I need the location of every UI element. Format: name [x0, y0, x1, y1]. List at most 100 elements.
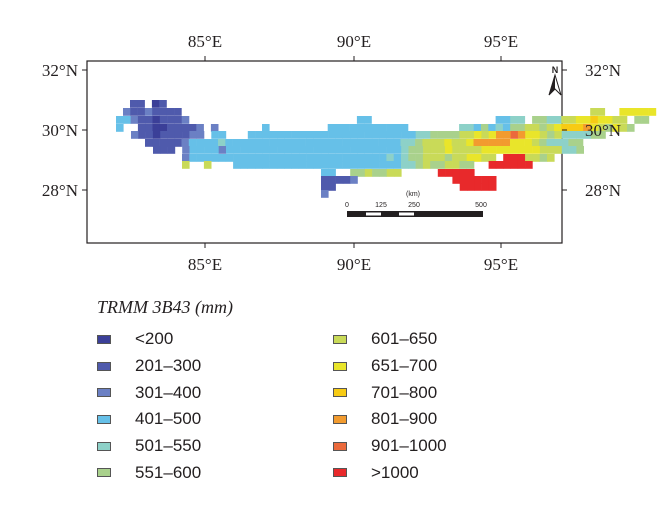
grid-cell	[408, 131, 416, 139]
grid-cell	[364, 154, 373, 162]
grid-cell	[554, 146, 563, 154]
grid-cell	[327, 124, 336, 132]
grid-cell	[327, 139, 336, 147]
legend-swatch	[333, 414, 347, 424]
grid-cell	[372, 169, 380, 177]
grid-cell	[423, 146, 431, 154]
grid-cell	[394, 169, 402, 177]
map-figure: 85°E 90°E 95°E 85°E 90°E 95°E 32°N 30°N …	[42, 32, 657, 274]
grid-cell	[160, 131, 168, 139]
grid-cell	[407, 139, 416, 147]
grid-cell	[583, 131, 592, 139]
grid-cell	[232, 139, 241, 147]
grid-cell	[634, 116, 642, 124]
grid-cell	[590, 131, 599, 139]
grid-cell	[510, 116, 518, 124]
grid-cell	[495, 116, 504, 124]
grid-cell	[335, 131, 343, 139]
grid-cell	[174, 108, 182, 116]
grid-cell	[546, 139, 555, 147]
grid-cell	[152, 108, 160, 116]
grid-cell	[561, 146, 570, 154]
grid-cell	[159, 139, 168, 147]
legend-item: 551–600	[97, 459, 201, 486]
legend-swatch	[97, 441, 111, 451]
grid-cell	[313, 146, 322, 154]
grid-cell	[364, 169, 373, 177]
grid-cell	[349, 124, 358, 132]
grid-cell	[342, 146, 351, 154]
lon-label-top-90: 90°E	[337, 32, 371, 51]
grid-cell	[597, 116, 606, 124]
legend-label: 201–300	[135, 356, 202, 376]
grid-cell	[306, 154, 314, 162]
grid-cell	[401, 161, 409, 169]
grid-cell	[546, 116, 555, 124]
grid-cell	[576, 146, 584, 154]
grid-cell	[459, 146, 468, 154]
grid-cell	[561, 124, 569, 132]
grid-cell	[364, 116, 372, 124]
grid-cell	[488, 131, 497, 139]
grid-cell	[298, 139, 306, 147]
grid-cell	[342, 131, 351, 139]
grid-cell	[626, 108, 635, 116]
grid-cell	[452, 161, 460, 169]
grid-cell	[334, 139, 343, 147]
grid-cell	[502, 124, 511, 132]
grid-cell	[181, 116, 190, 124]
grid-cell	[298, 154, 307, 162]
legend-label: 651–700	[371, 356, 438, 376]
grid-cell	[203, 139, 211, 147]
grid-cell	[379, 154, 387, 162]
grid-cell	[225, 139, 233, 147]
grid-cell	[467, 176, 475, 184]
lon-label-top-95: 95°E	[484, 32, 518, 51]
grid-cell	[510, 154, 519, 162]
legend-column-right: 601–650 651–700 701–800 801–900 901–1000…	[333, 326, 447, 486]
legend-swatch	[97, 361, 111, 371]
grid-cell	[335, 154, 343, 162]
grid-cell	[459, 176, 468, 184]
legend-item: 901–1000	[333, 433, 447, 460]
grid-cell	[503, 146, 511, 154]
grid-cell	[619, 108, 627, 116]
grid-cell	[495, 161, 504, 169]
grid-cell	[313, 154, 321, 162]
legend-swatch	[97, 468, 111, 478]
grid-cell	[525, 154, 533, 162]
grid-cell	[174, 139, 182, 147]
grid-cell	[342, 139, 350, 147]
grid-cell	[467, 169, 475, 177]
grid-cell	[437, 161, 446, 169]
grid-cell	[532, 146, 541, 154]
grid-cell	[247, 146, 256, 154]
legend-item: <200	[97, 326, 201, 353]
lat-label-left-28: 28°N	[42, 181, 78, 200]
grid-cell	[371, 131, 380, 139]
grid-cell	[481, 146, 490, 154]
grid-cell	[488, 139, 496, 147]
grid-cell	[459, 154, 467, 162]
grid-cell	[167, 116, 175, 124]
grid-cell	[495, 139, 503, 147]
grid-cell	[583, 124, 591, 132]
grid-cell	[357, 161, 365, 169]
grid-cell	[145, 139, 153, 147]
grid-cell	[328, 176, 336, 184]
grid-cell	[313, 131, 322, 139]
grid-cell	[364, 131, 373, 139]
grid-cell	[569, 146, 577, 154]
grid-cell	[525, 131, 533, 139]
legend-item: 601–650	[333, 326, 447, 353]
grid-cell	[539, 116, 547, 124]
grid-cell	[240, 146, 249, 154]
grid-cell	[524, 139, 533, 147]
grid-cell	[262, 124, 270, 132]
grid-cell	[116, 124, 124, 132]
grid-cell	[437, 154, 446, 162]
grid-cell	[641, 116, 650, 124]
grid-cell	[159, 108, 168, 116]
grid-cell	[525, 146, 533, 154]
grid-cell	[305, 139, 314, 147]
